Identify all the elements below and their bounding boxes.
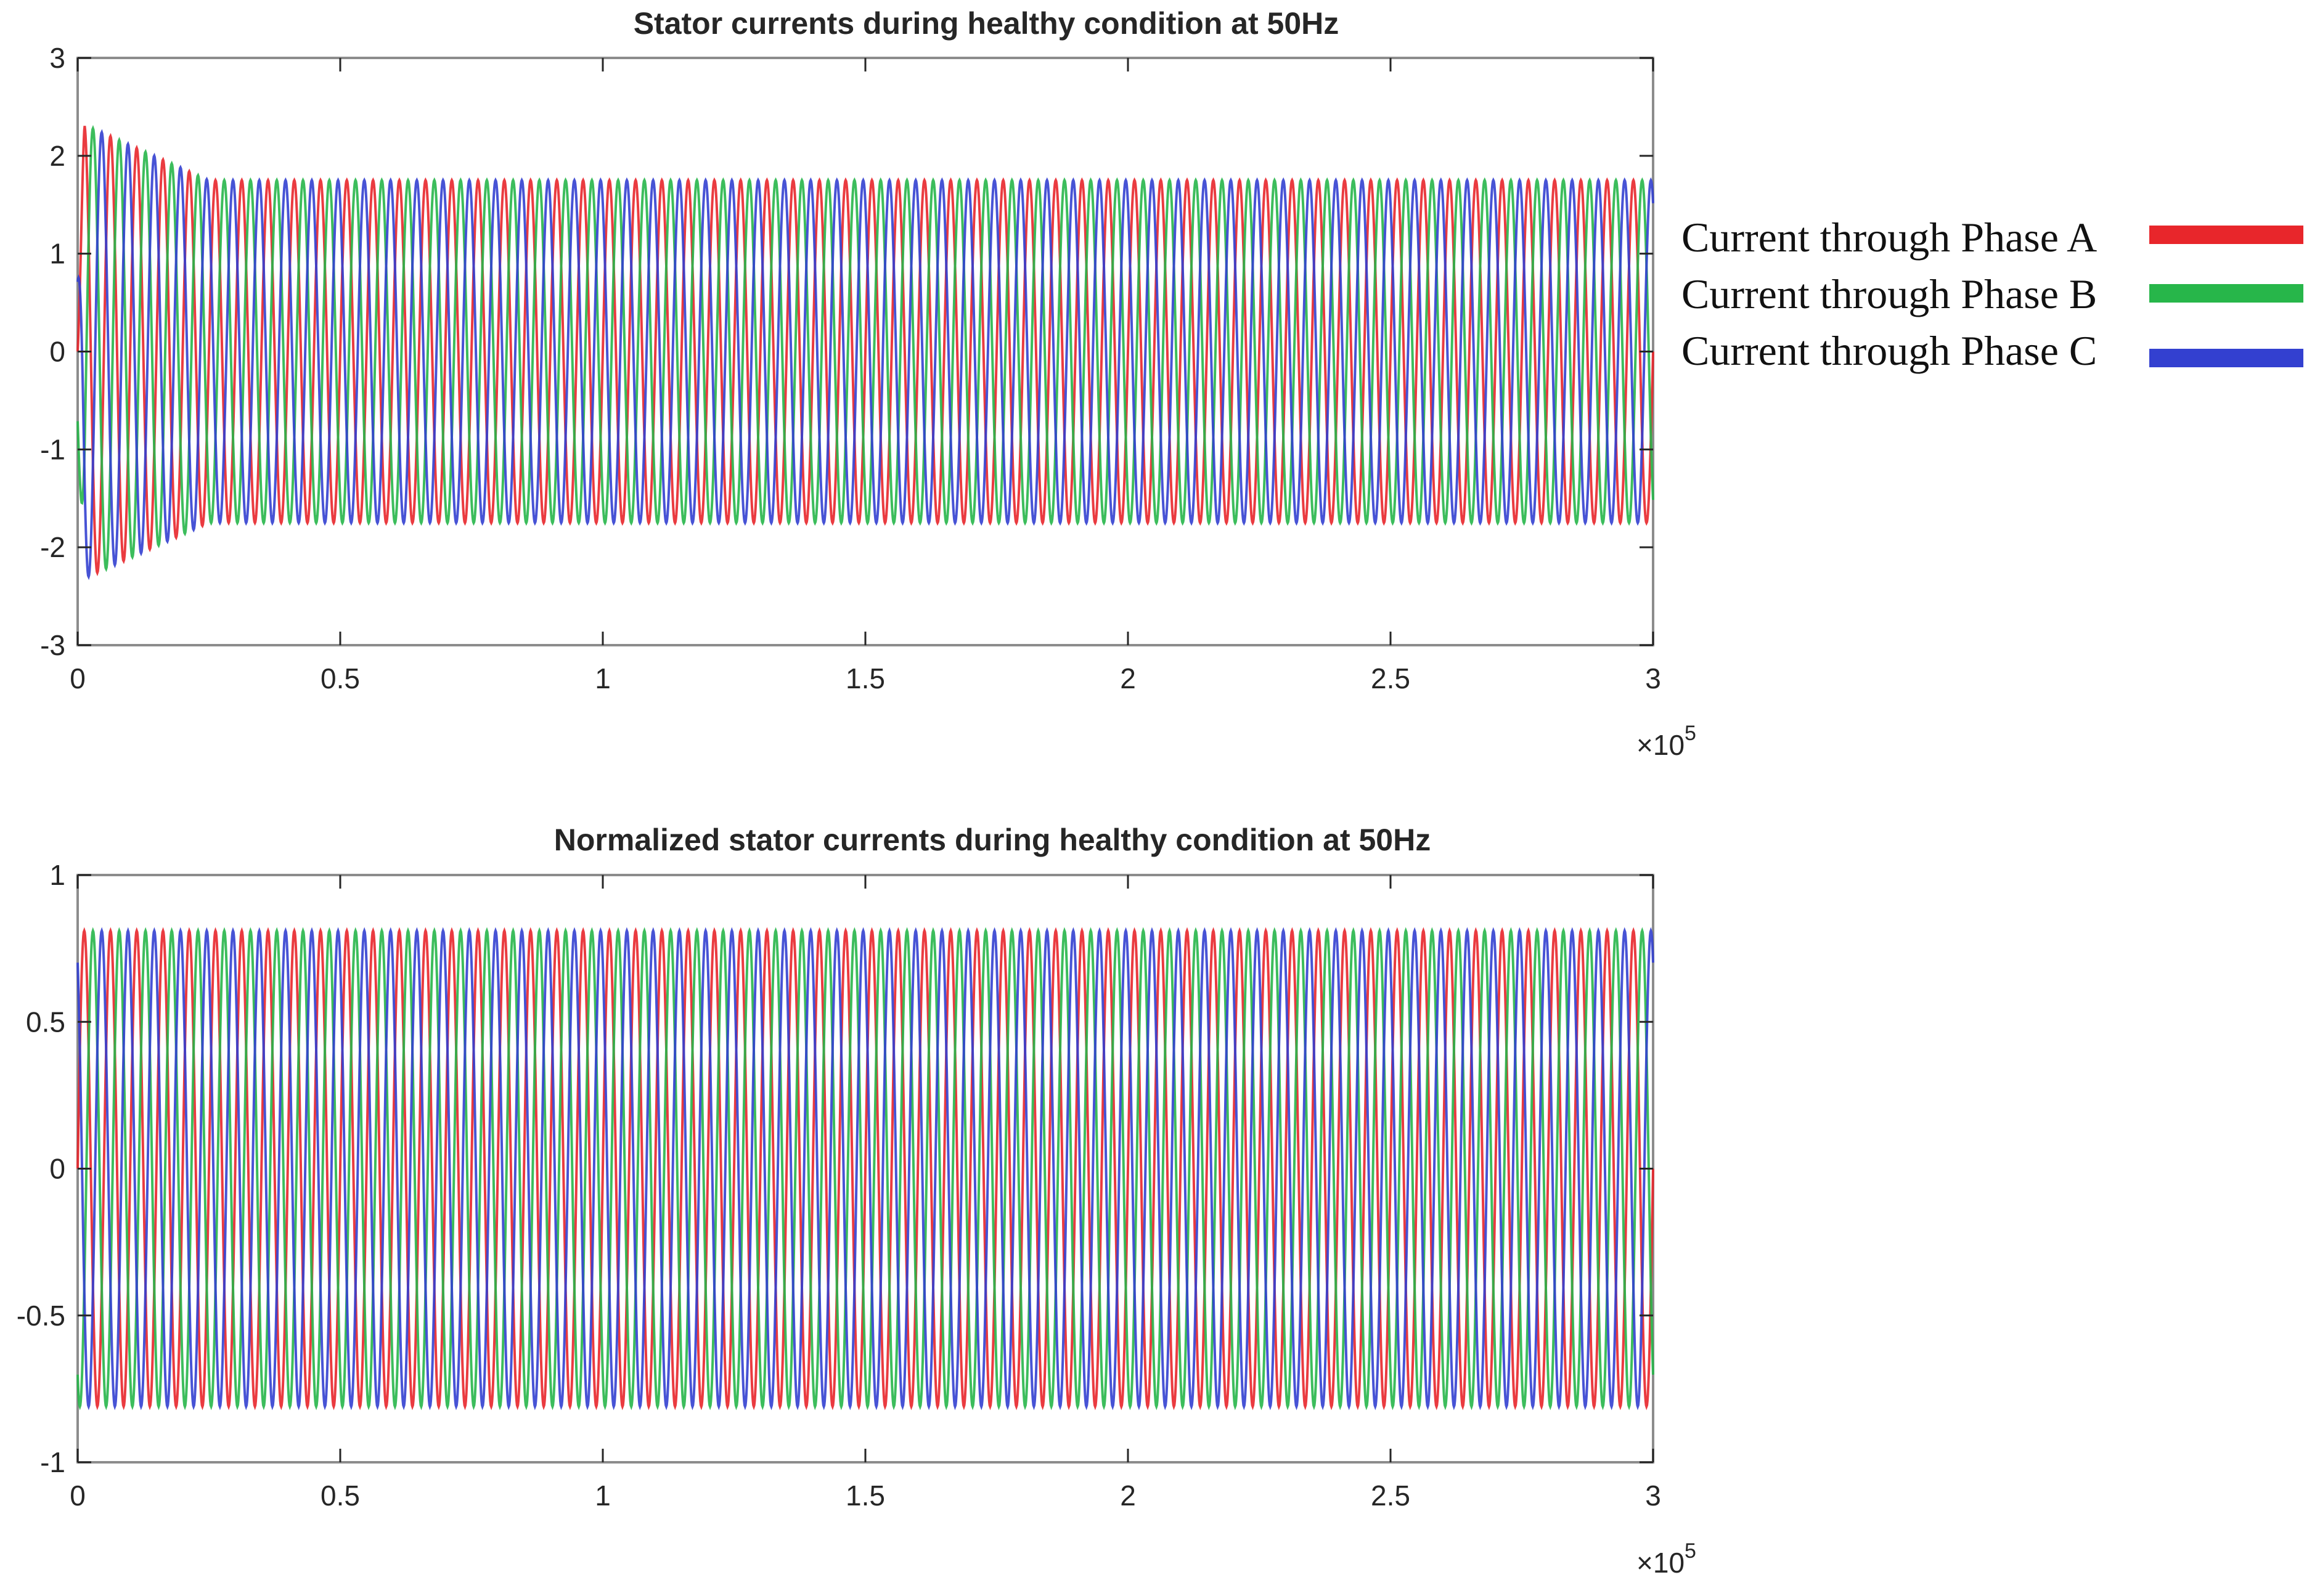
y-tick-label: 1 xyxy=(49,859,65,891)
chart-title: Stator currents during healthy condition… xyxy=(634,6,1339,41)
legend-label-phase-b: Current through Phase B xyxy=(1681,271,2097,317)
series-line-phase-c xyxy=(76,927,1654,1411)
x-tick-label: 2.5 xyxy=(1371,1480,1410,1512)
y-tick-label: -0.5 xyxy=(17,1300,65,1332)
y-tick-label: -1 xyxy=(40,1446,65,1478)
x-tick-label: 0 xyxy=(70,662,86,694)
series-line-phase-b xyxy=(76,927,1654,1411)
series-line-phase-a xyxy=(76,927,1654,1411)
x-tick-label: 0.5 xyxy=(321,1480,360,1512)
y-tick-label: 3 xyxy=(49,42,65,74)
x-tick-label: 3 xyxy=(1645,662,1661,694)
series-layer xyxy=(76,124,1654,580)
x-tick-label: 2 xyxy=(1120,1480,1136,1512)
x-tick-label: 1.5 xyxy=(846,662,885,694)
x-tick-label: 0.5 xyxy=(321,662,360,694)
y-tick-label: -3 xyxy=(40,629,65,661)
legend-swatch-phase-a xyxy=(2149,226,2303,244)
x-tick-label: 1 xyxy=(595,662,611,694)
legend-label-phase-a: Current through Phase A xyxy=(1681,214,2097,261)
y-tick-label: -2 xyxy=(40,531,65,563)
x-tick-label: 1 xyxy=(595,1480,611,1512)
y-tick-label: 0.5 xyxy=(26,1006,65,1038)
y-tick-label: 1 xyxy=(49,238,65,270)
series-line-phase-b xyxy=(76,124,1654,572)
y-tick-label: -1 xyxy=(40,433,65,465)
series-line-phase-a xyxy=(76,126,1654,577)
normalized-stator-currents-plot: Normalized stator currents during health… xyxy=(17,823,1696,1579)
legend-entry-phase-a: Current through Phase A xyxy=(1681,214,2303,261)
series-layer xyxy=(76,927,1654,1411)
x-tick-label: 2 xyxy=(1120,662,1136,694)
chart-title: Normalized stator currents during health… xyxy=(554,823,1431,857)
x-exponent-label: ×105 xyxy=(1636,1539,1696,1579)
stator-currents-plot: Stator currents during healthy condition… xyxy=(40,6,1696,761)
legend: Current through Phase A Current through … xyxy=(1681,214,2303,374)
legend-swatch-phase-b xyxy=(2149,284,2303,303)
legend-swatch-phase-c xyxy=(2149,349,2303,367)
legend-entry-phase-b: Current through Phase B xyxy=(1681,271,2303,317)
x-exponent-label: ×105 xyxy=(1636,722,1696,761)
series-line-phase-c xyxy=(76,129,1654,580)
y-tick-label: 2 xyxy=(49,140,65,172)
tick-layer: 0 0.5 1 1.5 2 2.5 3 -1 -0.5 0 0.5 1 xyxy=(17,859,1661,1512)
legend-label-phase-c: Current through Phase C xyxy=(1681,327,2097,374)
x-tick-label: 1.5 xyxy=(846,1480,885,1512)
x-tick-label: 3 xyxy=(1645,1480,1661,1512)
x-tick-label: 2.5 xyxy=(1371,662,1410,694)
y-tick-label: 0 xyxy=(49,1153,65,1185)
legend-entry-phase-c: Current through Phase C xyxy=(1681,327,2303,374)
x-tick-label: 0 xyxy=(70,1480,86,1512)
tick-layer: 0 0.5 1 1.5 2 2.5 3 -3 -2 -1 0 1 2 3 xyxy=(40,42,1661,694)
y-tick-label: 0 xyxy=(49,336,65,368)
